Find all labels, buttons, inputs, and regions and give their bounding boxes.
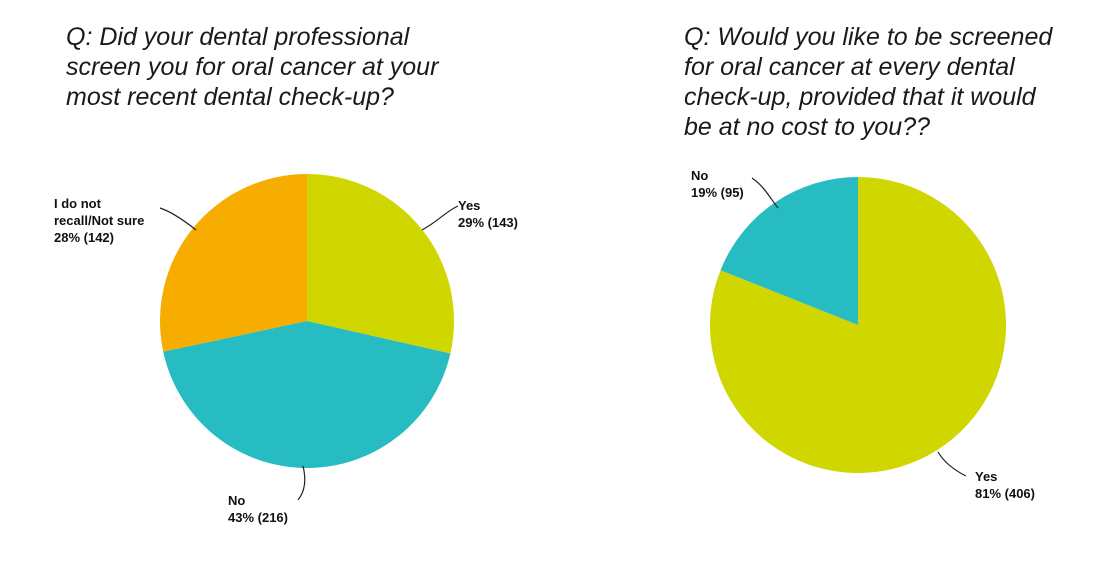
- chart-2-title: Q: Would you like to be screened for ora…: [684, 23, 1053, 141]
- chart-1-title: Q: Did your dental professional screen y…: [66, 23, 439, 111]
- pie-slice-no: [720, 177, 858, 325]
- pie-slice-yes: [307, 174, 454, 354]
- pie-slice-no: [163, 321, 451, 468]
- leader-line-no-1: [297, 465, 306, 501]
- pie-chart-1: [160, 174, 454, 468]
- slice-label-notsure-1: I do not recall/Not sure 28% (142): [54, 196, 148, 245]
- slice-label-yes-1: Yes 29% (143): [458, 198, 518, 230]
- leader-line-yes-2: [937, 451, 967, 477]
- leader-line-yes-1: [421, 205, 459, 231]
- slice-label-no-2: No 19% (95): [691, 168, 744, 200]
- slice-label-yes-2: Yes 81% (406): [975, 469, 1035, 501]
- pie-slice-i-do-not-recall-not-sure: [160, 174, 307, 352]
- leader-line-notsure-1: [159, 207, 197, 231]
- slice-label-no-1: No 43% (216): [228, 493, 288, 525]
- pie-chart-2: [710, 177, 1007, 473]
- leader-line-no-2: [751, 177, 779, 209]
